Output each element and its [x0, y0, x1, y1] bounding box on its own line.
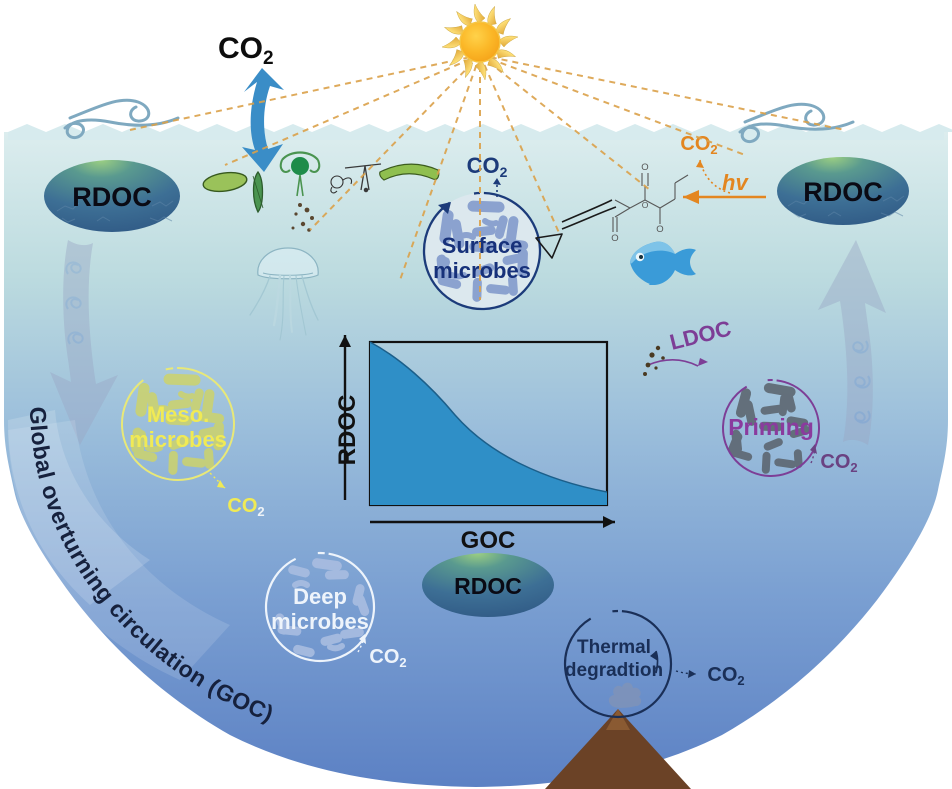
svg-text:RDOC: RDOC: [334, 395, 361, 466]
svg-text:RDOC: RDOC: [72, 182, 152, 212]
svg-text:microbes: microbes: [433, 258, 531, 283]
svg-text:Surface: Surface: [442, 233, 523, 258]
svg-text:RDOC: RDOC: [803, 177, 883, 207]
svg-text:RDOC: RDOC: [454, 573, 522, 599]
svg-text:degradtion: degradtion: [565, 660, 663, 681]
svg-text:CO2: CO2: [218, 32, 274, 69]
svg-text:microbes: microbes: [271, 609, 369, 634]
svg-text:O: O: [641, 162, 648, 173]
svg-text:Meso.: Meso.: [147, 402, 209, 427]
svg-text:Priming: Priming: [728, 414, 814, 440]
svg-text:O: O: [642, 200, 649, 210]
svg-text:O: O: [656, 224, 663, 235]
svg-text:GOC: GOC: [461, 527, 516, 554]
svg-text:microbes: microbes: [129, 427, 227, 452]
svg-text:Deep: Deep: [293, 584, 347, 609]
svg-text:O: O: [611, 233, 618, 244]
svg-text:Thermal: Thermal: [577, 637, 651, 658]
svg-text:hv: hv: [722, 170, 749, 195]
